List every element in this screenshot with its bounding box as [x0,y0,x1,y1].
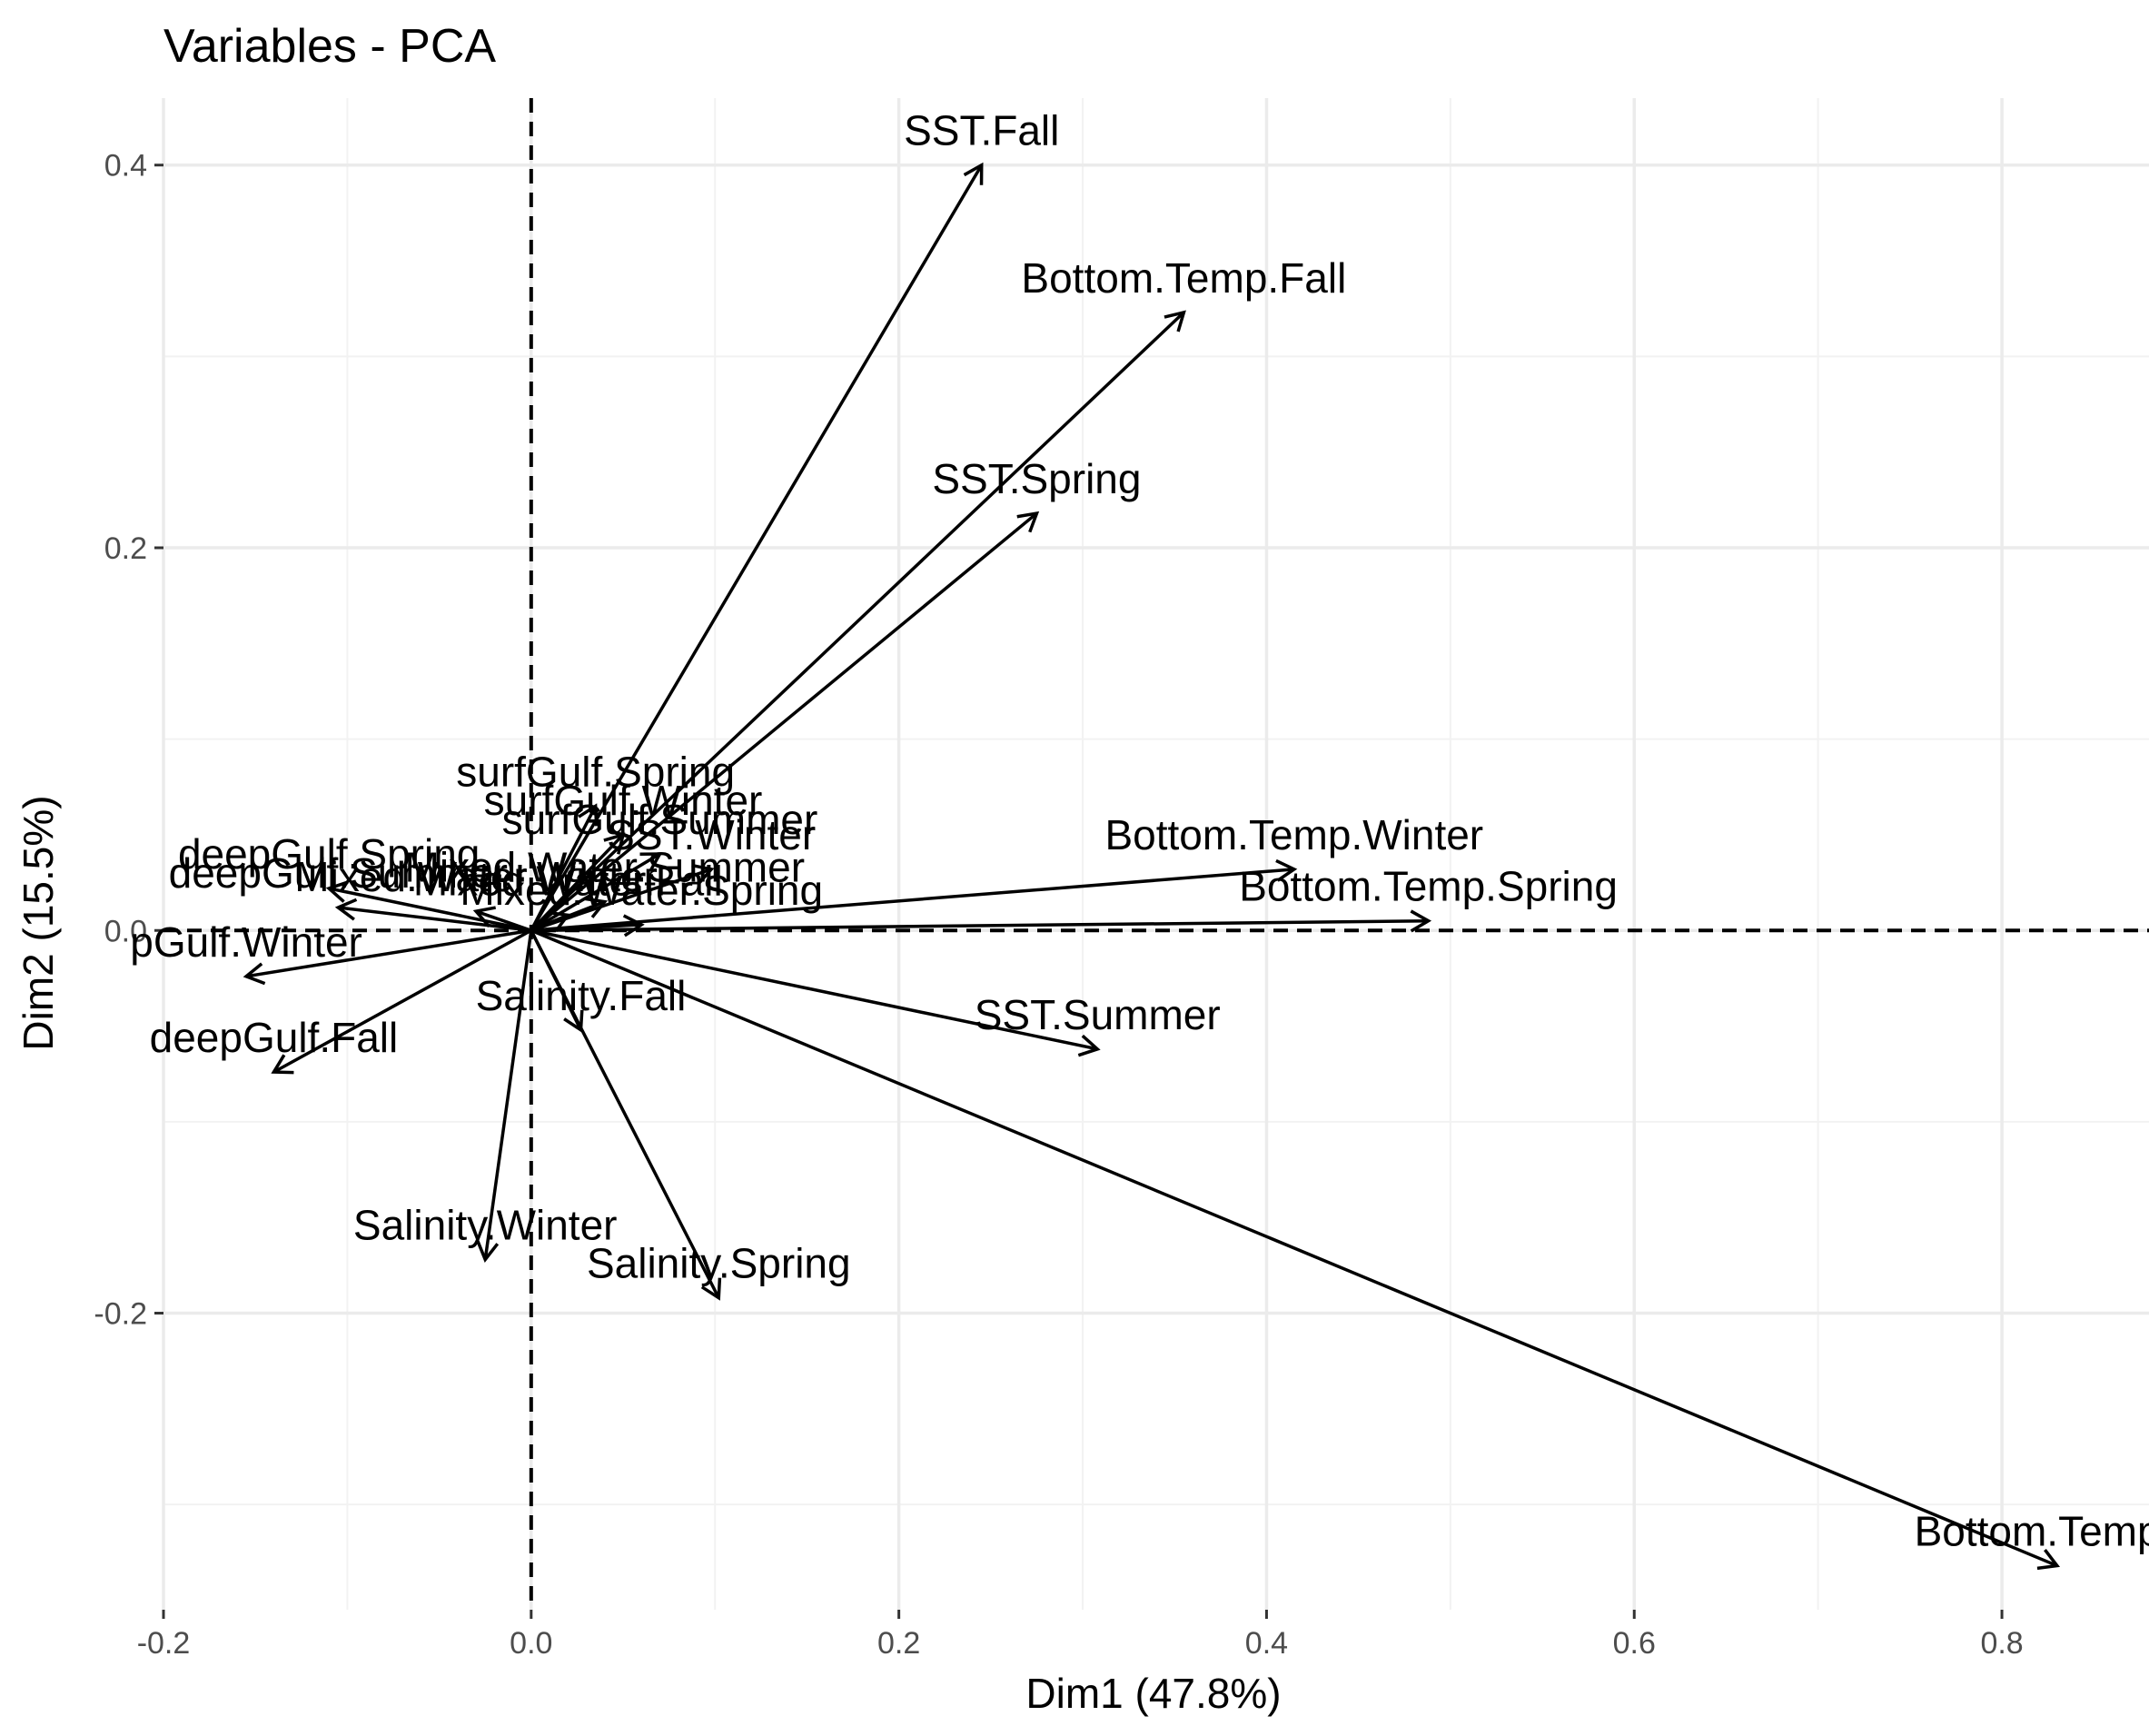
y-tick-label: 0.0 [104,914,147,948]
x-tick-label: 0.6 [1613,1626,1656,1661]
y-axis: -0.2 0.0 0.2 0.4 [94,149,163,1332]
x-tick-label: 0.0 [510,1626,552,1661]
variable-arrow [472,906,532,932]
variable-arrow [530,929,722,1301]
variable-arrow [530,858,1298,932]
variable-label: Mixed.Water.Spring [460,867,823,914]
y-tick-label: -0.2 [94,1297,147,1332]
variable-label: pGulf.Winter [130,918,362,966]
variable-label: surfGulf.Spring [456,748,735,795]
variable-arrow [325,880,532,932]
variable-label: Bottom.Temp.Winter [1104,811,1483,858]
variable-label: surfGulf.Winter [484,777,763,824]
y-tick-label: 0.4 [104,149,147,184]
variable-label: Mixed.Water.Winter [294,853,658,900]
variable-label: Salinity.Winter [353,1202,618,1249]
grid [162,98,2149,1610]
variable-arrow [530,928,2061,1571]
variable-arrow [530,928,1101,1057]
reference-lines [163,98,2149,1610]
variable-arrow [530,832,626,932]
variable-arrows [243,162,2061,1571]
variable-label: deepGulf.Spring [178,830,480,878]
variable-label: Salinity.Fall [476,972,687,1019]
variable-labels: SST.Fall Bottom.Temp.Fall SST.Spring Bottom… [130,107,2149,1555]
variable-arrow [530,162,984,932]
variable-label: SST.Spring [932,455,1141,502]
variable-label: Salinity.Spring [587,1240,851,1287]
variable-label: SST.Fall [904,107,1059,154]
variable-label: SST.Summer [975,991,1221,1038]
variable-label: deepGulf.Summer [169,849,508,897]
variable-arrow [243,928,532,986]
variable-label: Mixed.Water.Fall [413,857,723,904]
x-tick-label: 0.4 [1245,1626,1288,1661]
variable-arrow [530,910,571,932]
variable-arrow [271,928,532,1075]
variable-arrow [530,909,1432,933]
x-axis-title: Dim1 (47.8%) [1025,1670,1281,1717]
variable-arrow [476,930,533,1264]
variable-label: Bottom.Temp.Fall [1021,254,1346,302]
variable-label: Bottom.Temp.Spring [1239,863,1618,910]
x-tick-label: 0.2 [877,1626,920,1661]
x-tick-label: 0.8 [1980,1626,2023,1661]
chart-title: Variables - PCA [163,20,496,73]
y-axis-title: Dim2 (15.5%) [15,795,62,1050]
variable-arrow [530,310,1186,932]
variable-label: Bottom.Temp.S [1915,1508,2149,1555]
variable-arrow [530,914,645,937]
variable-label: SST.Winter [607,811,816,858]
x-axis: -0.2 0.0 0.2 0.4 0.6 0.8 [137,1610,2024,1661]
variable-arrow [334,898,532,932]
variable-arrow [530,852,663,932]
x-tick-label: -0.2 [137,1626,191,1661]
variable-label: surfGulf.Summer [502,796,818,843]
variable-arrow [530,803,599,932]
variable-arrow [530,511,1040,932]
y-tick-label: 0.2 [104,531,147,566]
variable-label: deepGulf.Fall [150,1014,399,1061]
variable-label: Mixed.Water.Summer [405,844,806,891]
